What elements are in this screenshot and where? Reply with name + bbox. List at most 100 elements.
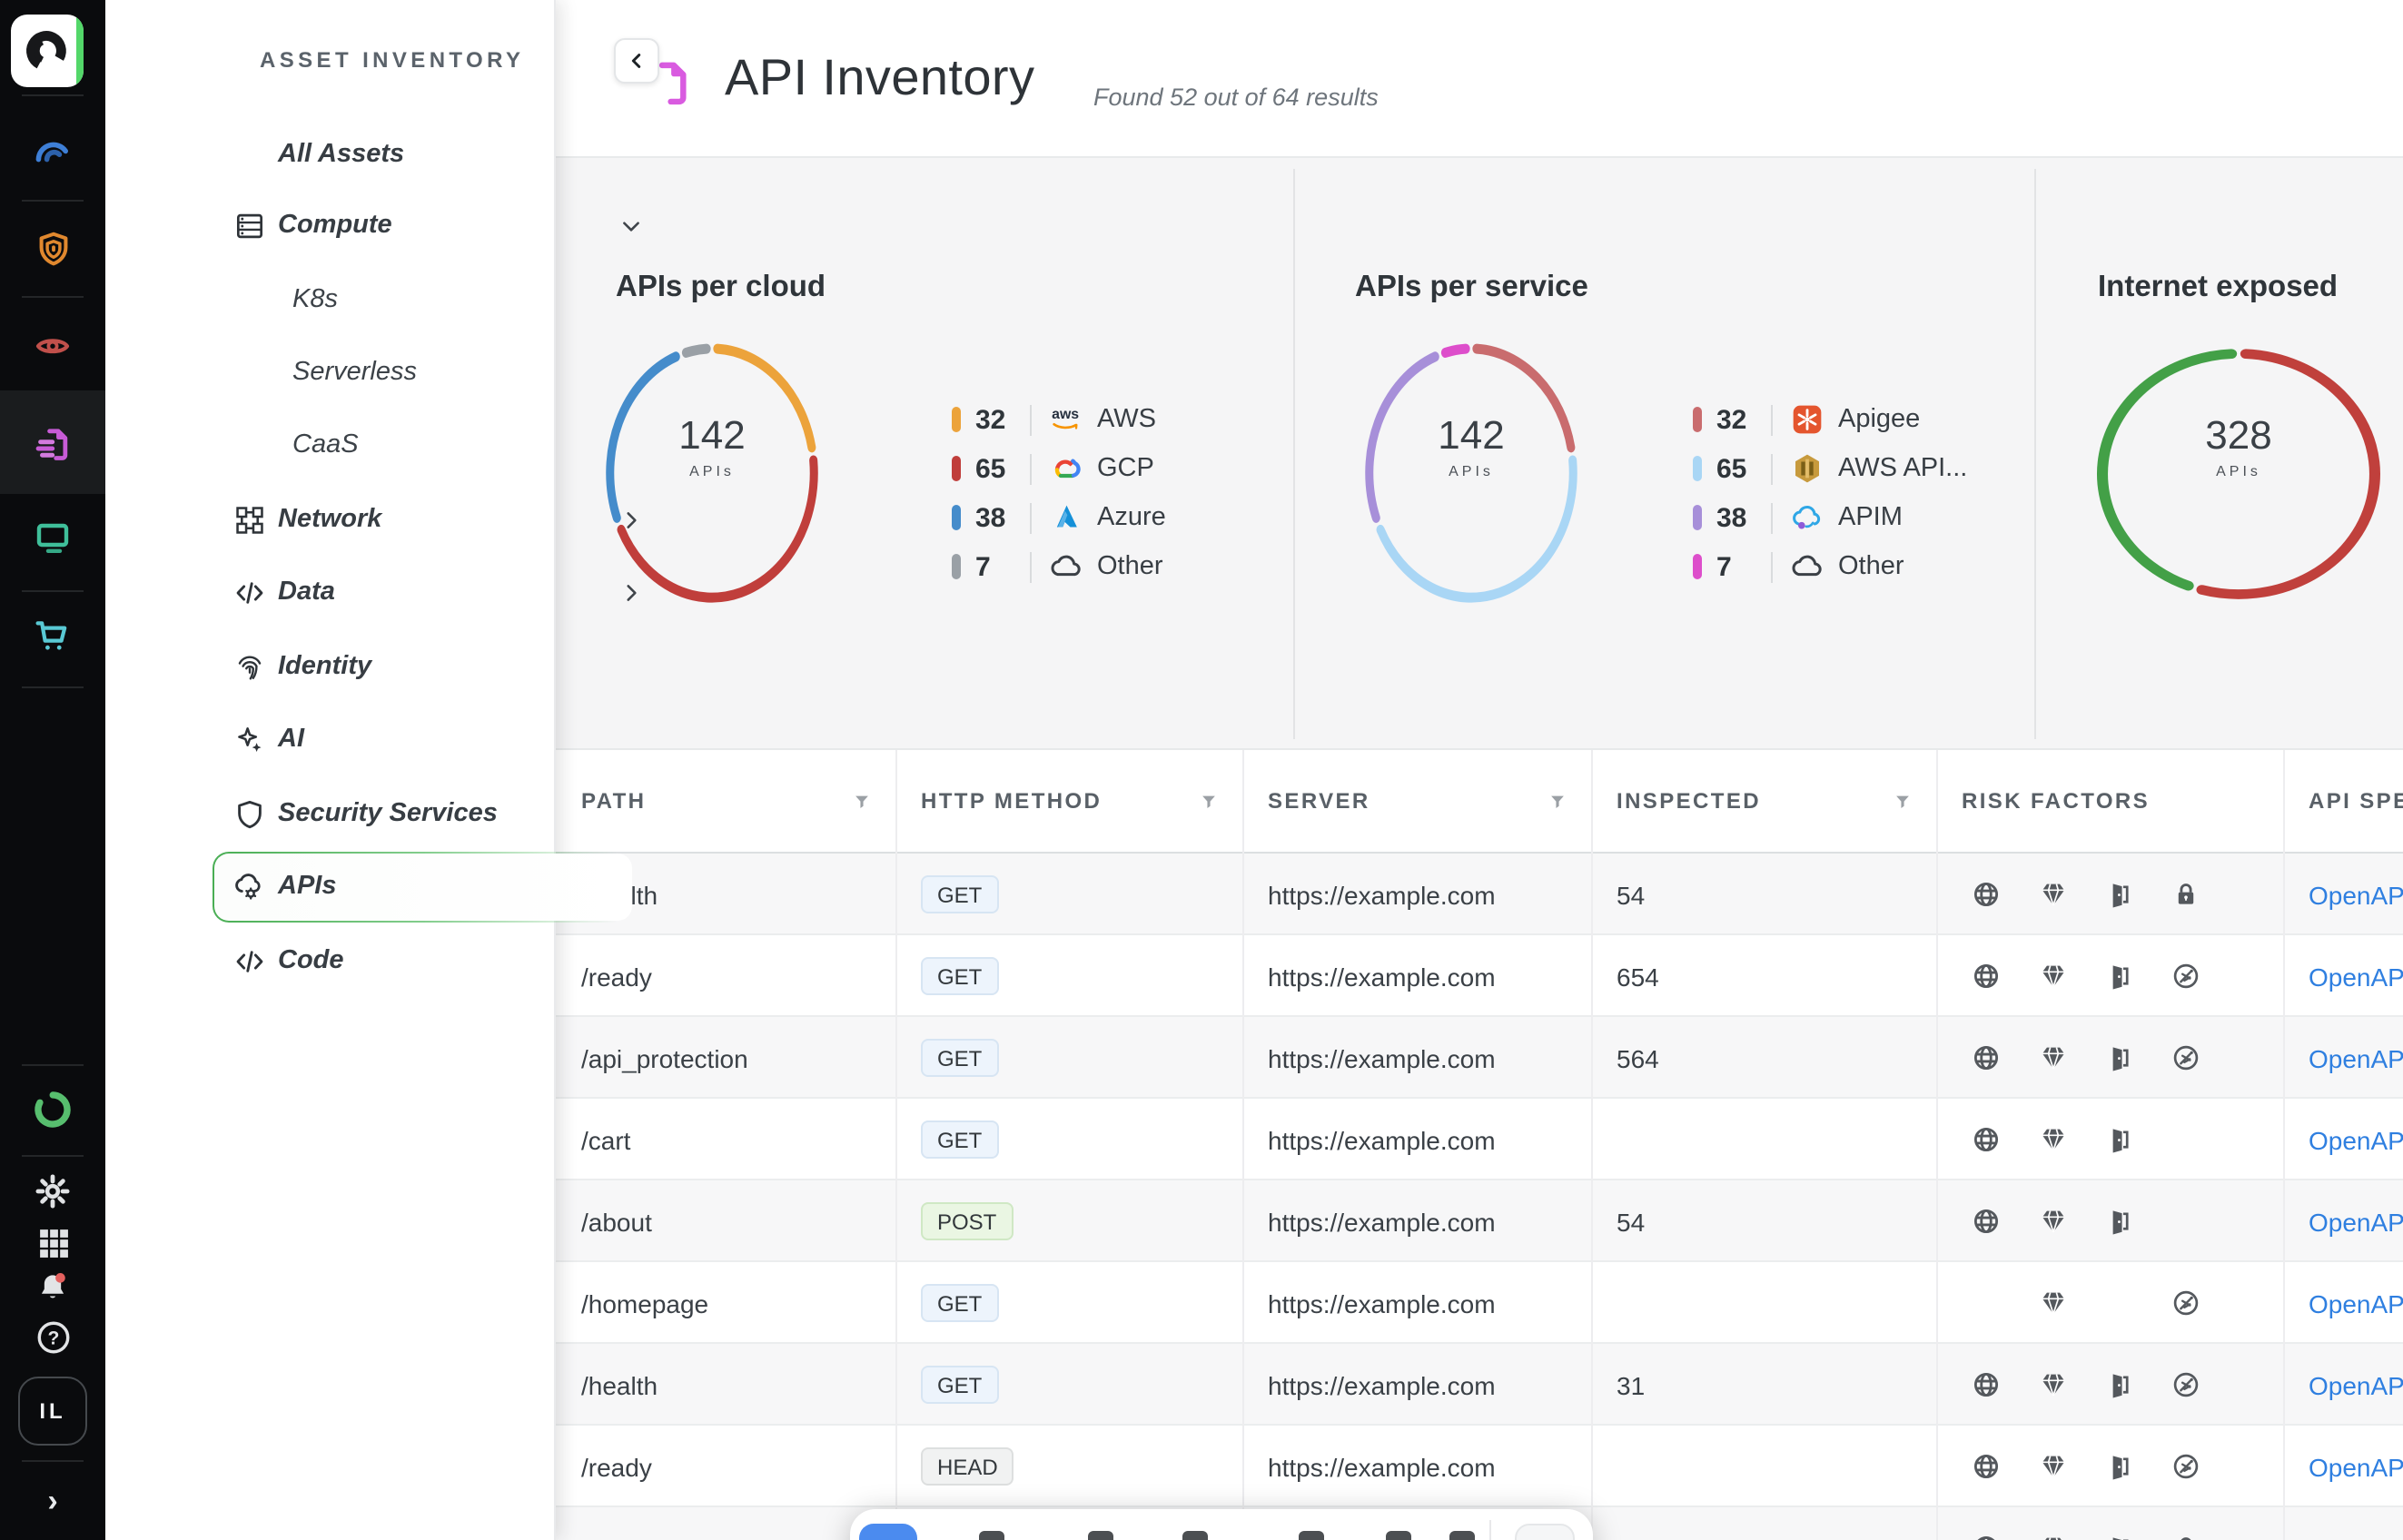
- sidebar-item-ai[interactable]: AI: [105, 703, 556, 775]
- door-risk-icon[interactable]: [2103, 1369, 2134, 1400]
- globe-risk-icon[interactable]: [1971, 1533, 2002, 1540]
- table-row[interactable]: /homepageGEThttps://example.comOpenAPI: [556, 1262, 2403, 1344]
- door-risk-icon[interactable]: [2103, 961, 2134, 992]
- rail-item-help[interactable]: ?: [31, 1315, 74, 1358]
- rail-item-cart[interactable]: [31, 614, 74, 657]
- door-risk-icon[interactable]: [2103, 1451, 2134, 1482]
- sidebar-item-security-services[interactable]: Security Services: [105, 777, 556, 850]
- sidebar-collapse-button[interactable]: [614, 38, 659, 84]
- table-row[interactable]: /aboutPOSThttps://example.com54OpenAPI: [556, 1180, 2403, 1262]
- column-header-api-spec[interactable]: API SPEC: [2283, 750, 2403, 854]
- gem-risk-icon[interactable]: [2037, 1288, 2068, 1318]
- door-risk-icon[interactable]: [2103, 879, 2134, 910]
- column-header-server[interactable]: SERVER: [1242, 750, 1591, 854]
- toolbar-primary-button[interactable]: [859, 1524, 917, 1540]
- sidebar-item-network[interactable]: Network: [105, 483, 556, 556]
- table-row[interactable]: /api_protectionGEThttps://example.com564…: [556, 1017, 2403, 1099]
- column-header-path[interactable]: PATH: [556, 750, 895, 854]
- openapi-link[interactable]: OpenAPI: [2309, 1043, 2403, 1072]
- openapi-link[interactable]: OpenAPI: [2309, 1125, 2403, 1154]
- owasp-risk-icon[interactable]: [2170, 1451, 2200, 1482]
- gem-risk-icon[interactable]: [2037, 1369, 2068, 1400]
- legend-item-apim[interactable]: 38APIM: [1693, 498, 1903, 538]
- rail-item-gear[interactable]: [31, 1170, 74, 1213]
- legend-item-aws[interactable]: 32awsAWS: [952, 400, 1156, 439]
- rail-item-api-file[interactable]: [31, 421, 74, 465]
- toolbar-icon[interactable]: [979, 1531, 1004, 1540]
- gem-risk-icon[interactable]: [2037, 1042, 2068, 1073]
- openapi-link[interactable]: OpenAPI: [2309, 1288, 2403, 1318]
- legend-item-azure[interactable]: 38Azure: [952, 498, 1166, 538]
- table-row[interactable]: /readyHEADhttps://example.comOpenAPI: [556, 1426, 2403, 1507]
- toolbar-secondary-button[interactable]: [1515, 1524, 1575, 1540]
- owasp-risk-icon[interactable]: [2170, 961, 2200, 992]
- toolbar-icon[interactable]: [1182, 1531, 1208, 1540]
- legend-item-apigee[interactable]: 32Apigee: [1693, 400, 1920, 439]
- toolbar-icon[interactable]: [1386, 1531, 1411, 1540]
- openapi-link[interactable]: OpenAPI: [2309, 1370, 2403, 1399]
- openapi-link[interactable]: OpenAPI: [2309, 1452, 2403, 1481]
- sidebar-item-code[interactable]: Code: [105, 924, 556, 997]
- gem-risk-icon[interactable]: [2037, 1533, 2068, 1540]
- table-row[interactable]: /cartGEThttps://example.comOpenAPI: [556, 1099, 2403, 1180]
- sidebar-item-compute[interactable]: Compute: [105, 189, 556, 262]
- funnel-icon[interactable]: [852, 792, 872, 812]
- sidebar-item-all-assets[interactable]: All Assets: [105, 118, 556, 191]
- globe-risk-icon[interactable]: [1971, 961, 2002, 992]
- door-risk-icon[interactable]: [2103, 1206, 2134, 1237]
- openapi-link[interactable]: OpenAPI: [2309, 1534, 2403, 1540]
- legend-item-aws-api-[interactable]: 65AWS API...: [1693, 449, 1967, 489]
- rail-expand-button[interactable]: ›: [0, 1475, 105, 1529]
- sidebar-item-apis[interactable]: APIs: [105, 850, 556, 923]
- sidebar-item-data[interactable]: Data: [105, 556, 556, 628]
- column-header-inspected[interactable]: INSPECTED: [1591, 750, 1936, 854]
- legend-item-gcp[interactable]: 65GCP: [952, 449, 1154, 489]
- legend-item-other[interactable]: 7Other: [952, 547, 1163, 587]
- lock-risk-icon[interactable]: [2170, 1533, 2200, 1540]
- column-header-risk-factors[interactable]: RISK FACTORS: [1936, 750, 2283, 854]
- rail-item-bell[interactable]: [31, 1266, 74, 1309]
- funnel-icon[interactable]: [1199, 792, 1219, 812]
- openapi-link[interactable]: OpenAPI: [2309, 1207, 2403, 1236]
- rail-item-radar[interactable]: [31, 131, 74, 174]
- table-row[interactable]: /healthGEThttps://example.com54OpenAPI: [556, 854, 2403, 935]
- openapi-link[interactable]: OpenAPI: [2309, 962, 2403, 991]
- sidebar-item-caas[interactable]: CaaS: [105, 409, 556, 481]
- sidebar-item-identity[interactable]: Identity: [105, 630, 556, 703]
- rail-item-eye[interactable]: [31, 323, 74, 367]
- gem-risk-icon[interactable]: [2037, 1206, 2068, 1237]
- table-row[interactable]: /readyGEThttps://example.com654OpenAPI: [556, 935, 2403, 1017]
- owasp-risk-icon[interactable]: [2170, 1042, 2200, 1073]
- funnel-icon[interactable]: [1893, 792, 1913, 812]
- owasp-risk-icon[interactable]: [2170, 1288, 2200, 1318]
- openapi-link[interactable]: OpenAPI: [2309, 880, 2403, 909]
- door-risk-icon[interactable]: [2103, 1124, 2134, 1155]
- toolbar-icon[interactable]: [1299, 1531, 1324, 1540]
- globe-risk-icon[interactable]: [1971, 1124, 2002, 1155]
- funnel-icon[interactable]: [1548, 792, 1567, 812]
- rail-item-shield[interactable]: [31, 227, 74, 271]
- avatar[interactable]: IL: [18, 1377, 87, 1446]
- toolbar-icon[interactable]: [1088, 1531, 1113, 1540]
- gem-risk-icon[interactable]: [2037, 1124, 2068, 1155]
- door-risk-icon[interactable]: [2103, 1042, 2134, 1073]
- door-risk-icon[interactable]: [2103, 1533, 2134, 1540]
- globe-risk-icon[interactable]: [1971, 1206, 2002, 1237]
- table-row[interactable]: /healthGEThttps://example.com31OpenAPI: [556, 1344, 2403, 1426]
- legend-item-other[interactable]: 7Other: [1693, 547, 1904, 587]
- company-logo[interactable]: [11, 15, 84, 87]
- toolbar-icon[interactable]: [1449, 1531, 1475, 1540]
- sidebar-item-serverless[interactable]: Serverless: [105, 336, 556, 409]
- globe-risk-icon[interactable]: [1971, 1451, 2002, 1482]
- owasp-risk-icon[interactable]: [2170, 1369, 2200, 1400]
- rail-item-monitor[interactable]: [31, 516, 74, 559]
- gem-risk-icon[interactable]: [2037, 879, 2068, 910]
- sidebar-item-k8s[interactable]: K8s: [105, 263, 556, 336]
- globe-risk-icon[interactable]: [1971, 1042, 2002, 1073]
- rail-item-apps-grid[interactable]: [31, 1220, 74, 1264]
- globe-risk-icon[interactable]: [1971, 879, 2002, 910]
- rail-item-orca-ring[interactable]: [31, 1088, 74, 1131]
- gem-risk-icon[interactable]: [2037, 1451, 2068, 1482]
- lock-risk-icon[interactable]: [2170, 879, 2200, 910]
- column-header-http-method[interactable]: HTTP METHOD: [895, 750, 1242, 854]
